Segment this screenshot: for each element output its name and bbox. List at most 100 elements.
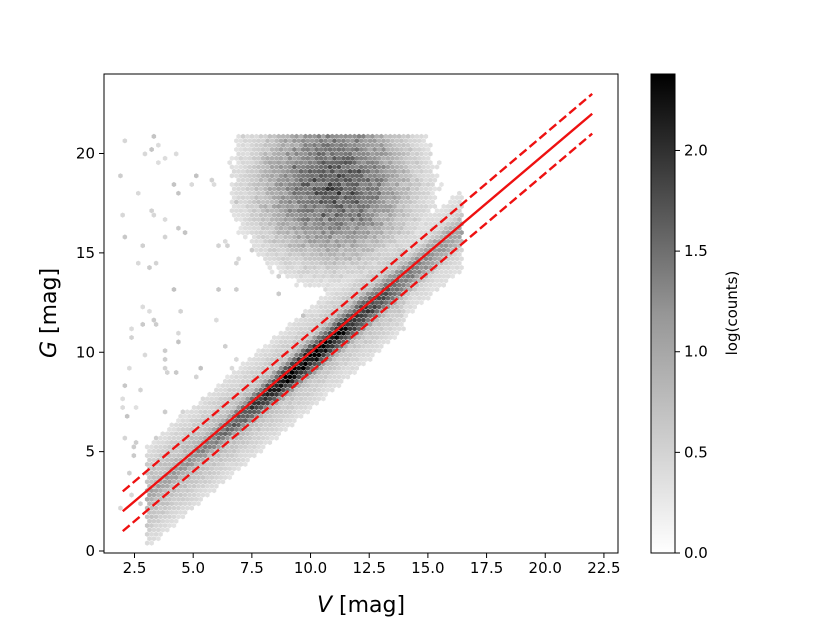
hexbin-cell — [367, 173, 373, 179]
hexbin-cell — [425, 286, 431, 292]
hexbin-cell — [385, 216, 391, 223]
hexbin-cell — [421, 260, 426, 266]
hexbin-cell — [252, 199, 257, 205]
hexbin-cell — [361, 361, 366, 367]
hexbin-cell — [321, 230, 326, 236]
colorbar-label: log(counts) — [723, 271, 741, 356]
hexbin-cell — [296, 199, 301, 205]
hexbin-cell — [399, 155, 404, 161]
hexbin-cell — [307, 308, 313, 314]
hexbin-cell — [296, 234, 301, 240]
hexbin-cell — [245, 203, 250, 209]
hexbin-cell — [379, 142, 384, 148]
hexbin-cell — [198, 365, 203, 371]
hexbin-cell — [173, 518, 179, 524]
hexbin-cell — [285, 230, 290, 236]
hexbin-cell — [258, 396, 264, 402]
hexbin-cell — [327, 278, 333, 284]
reference-lines — [122, 92, 593, 533]
hexbin-cell — [260, 225, 266, 231]
hexbin-cell — [314, 190, 319, 196]
hexbin-cell — [285, 133, 290, 139]
hexbin-cell — [149, 523, 154, 529]
hexbin-cell — [276, 230, 281, 236]
hexbin-cell — [443, 243, 449, 249]
hexbin-cell — [162, 409, 168, 415]
hexbin-cell — [318, 243, 324, 249]
hexbin-cell — [350, 216, 355, 223]
hexbin-cell — [196, 448, 201, 454]
hexbin-cell — [347, 282, 353, 288]
hexbin-cell — [394, 330, 400, 336]
hexbin-cell — [294, 352, 299, 358]
hexbin-cell — [169, 439, 174, 446]
hexbin-cell — [176, 435, 181, 441]
hexbin-cell — [178, 413, 183, 419]
hexbin-cell — [338, 352, 344, 358]
hexbin-cell — [359, 164, 364, 170]
hexbin-cell — [309, 208, 315, 214]
hexbin-cell — [269, 216, 275, 223]
hexbin-cell — [445, 265, 451, 271]
hexbin-cell — [136, 260, 141, 266]
hexbin-cell — [147, 501, 152, 507]
hexbin-cell — [423, 282, 429, 288]
hexbin-cell — [278, 426, 284, 432]
hexbin-cell — [209, 404, 215, 411]
hexbin-cell — [289, 326, 295, 332]
hexbin-cell — [223, 378, 228, 384]
hexbin-cell — [173, 501, 179, 507]
hexbin-cell — [298, 273, 304, 279]
hexbin-cell — [318, 278, 324, 284]
hexbin-cell — [160, 457, 165, 463]
hexbin-cell — [185, 461, 190, 467]
hexbin-cell — [216, 286, 221, 292]
hexbin-cell — [200, 413, 206, 419]
hexbin-cell — [350, 260, 355, 266]
hexbin-cell — [405, 160, 411, 166]
hexbin-cell — [323, 313, 328, 319]
x-tick-label: 12.5 — [353, 559, 386, 577]
hexbin-cell — [296, 278, 301, 284]
hexbin-cell — [338, 212, 344, 218]
hexbin-cell — [263, 160, 268, 166]
hexbin-cell — [432, 203, 438, 209]
hexbin-cell — [330, 273, 335, 279]
hexbin-cell — [445, 273, 451, 279]
hexbin-cell — [338, 317, 344, 323]
hexbin-cell — [267, 195, 273, 201]
hexbin-cell — [303, 160, 308, 166]
hexbin-cell — [214, 483, 219, 489]
hexbin-cell — [245, 413, 250, 419]
hexbin-cell — [374, 221, 380, 227]
hexbin-cell — [396, 133, 402, 139]
hexbin-cell — [207, 453, 212, 459]
hexbin-cell — [356, 282, 362, 288]
hexbin-cell — [240, 422, 246, 428]
hexbin-cell — [149, 514, 154, 520]
hexbin-cell — [272, 413, 277, 419]
hexbin-cell — [160, 518, 165, 524]
hexbin-cell — [296, 400, 301, 406]
hexbin-cell — [314, 181, 319, 188]
hexbin-cell — [412, 269, 417, 275]
hexbin-cell — [383, 273, 388, 279]
hexbin-cell — [412, 286, 417, 292]
hexbin-cell — [332, 321, 337, 327]
hexbin-cell — [287, 190, 293, 196]
hexbin-cell — [336, 365, 342, 371]
hexbin-cell — [381, 190, 386, 196]
x-tick-label: 2.5 — [123, 559, 147, 577]
hexbin-cell — [390, 304, 395, 310]
hexbin-cell — [274, 365, 279, 371]
hexbin-cell — [312, 335, 317, 341]
hexbin-cell — [457, 216, 462, 223]
hexbin-cell — [249, 142, 255, 148]
hexbin-cell — [260, 426, 266, 432]
hexbin-cell — [151, 133, 157, 139]
hexbin-cell — [147, 474, 152, 481]
hexbin-cell — [240, 168, 246, 174]
hexbin-cell — [388, 230, 393, 236]
hexbin-cell — [234, 181, 239, 188]
hexbin-cell — [450, 195, 455, 201]
